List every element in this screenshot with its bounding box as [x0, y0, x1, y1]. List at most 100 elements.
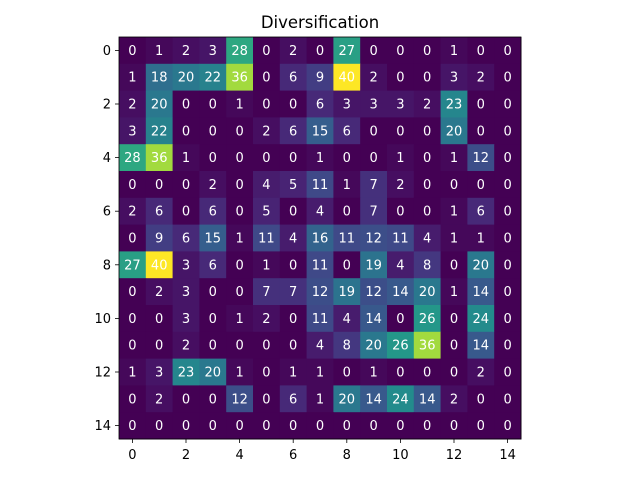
cell-value-label: 14	[419, 392, 436, 407]
cell-value-label: 20	[151, 98, 168, 113]
heatmap-cell	[306, 251, 334, 279]
heatmap-cell	[494, 412, 522, 440]
heatmap-cell	[333, 117, 361, 145]
heatmap-cell	[279, 63, 308, 92]
heatmap-cell	[226, 251, 254, 279]
cell-value-label: 14	[365, 312, 382, 327]
cell-value-label: 0	[262, 71, 270, 86]
heatmap-cell	[172, 90, 200, 118]
heatmap-cell	[467, 90, 495, 118]
heatmap-cell	[199, 63, 227, 92]
heatmap-cell	[279, 224, 308, 252]
cell-value-label: 36	[231, 71, 248, 86]
heatmap-cell	[467, 412, 495, 440]
cell-value-label: 0	[503, 366, 511, 381]
cell-value-label: 12	[365, 285, 382, 300]
cell-value-label: 19	[339, 285, 356, 300]
cell-value-label: 0	[450, 312, 458, 327]
cell-value-label: 3	[209, 44, 217, 59]
cell-value-label: 20	[339, 392, 356, 407]
heatmap-cell	[279, 331, 308, 360]
cell-value-label: 11	[392, 232, 409, 247]
heatmap-cell	[333, 412, 361, 440]
cell-value-label: 8	[423, 258, 431, 273]
heatmap-cell	[279, 251, 308, 279]
heatmap-cell	[226, 412, 254, 440]
cell-value-label: 3	[182, 312, 190, 327]
heatmap-cell	[413, 63, 442, 92]
cell-value-label: 0	[262, 339, 270, 354]
cell-value-label: 0	[396, 71, 404, 86]
cell-value-label: 11	[312, 258, 329, 273]
heatmap-cell	[387, 171, 415, 199]
cell-value-label: 0	[128, 419, 136, 434]
cell-value-label: 1	[182, 151, 190, 166]
cell-value-label: 0	[262, 419, 270, 434]
cell-value-label: 0	[262, 392, 270, 407]
cell-value-label: 1	[316, 366, 324, 381]
cell-value-label: 5	[289, 178, 297, 193]
heatmap-cell	[145, 251, 174, 279]
heatmap-cell	[467, 224, 495, 252]
cell-value-label: 0	[235, 339, 243, 354]
heatmap-cell	[494, 278, 522, 306]
cell-value-label: 0	[450, 258, 458, 273]
heatmap-cell	[333, 171, 361, 199]
heatmap-cell	[333, 37, 361, 65]
heatmap-cell	[253, 305, 281, 333]
heatmap-cell	[226, 224, 254, 252]
cell-value-label: 1	[235, 312, 243, 327]
cell-value-label: 20	[365, 339, 382, 354]
cell-value-label: 4	[316, 339, 324, 354]
cell-value-label: 0	[289, 339, 297, 354]
heatmap-cell	[279, 358, 308, 386]
heatmap-cell	[440, 90, 468, 118]
y-tick-label: 12	[94, 366, 111, 381]
heatmap-cell	[306, 63, 334, 92]
heatmap-cell	[119, 331, 147, 360]
heatmap-cell	[494, 358, 522, 386]
cell-value-label: 1	[450, 151, 458, 166]
cell-value-label: 20	[205, 366, 222, 381]
cell-value-label: 3	[128, 124, 136, 139]
cell-value-label: 0	[128, 232, 136, 247]
heatmap-cell	[440, 224, 468, 252]
cell-value-label: 0	[369, 44, 377, 59]
heatmap-cell	[172, 63, 200, 92]
heatmap-cell	[145, 63, 174, 92]
cell-value-label: 3	[182, 258, 190, 273]
cell-value-label: 2	[477, 366, 485, 381]
heatmap-cell	[360, 117, 388, 145]
cell-value-label: 1	[316, 392, 324, 407]
cell-value-label: 2	[423, 98, 431, 113]
cell-value-label: 0	[423, 151, 431, 166]
cell-value-label: 0	[423, 366, 431, 381]
cell-value-label: 0	[423, 124, 431, 139]
heatmap-cell	[253, 412, 281, 440]
cell-value-label: 0	[235, 178, 243, 193]
heatmap-cell	[360, 171, 388, 199]
cell-value-label: 0	[423, 205, 431, 220]
heatmap-cell	[467, 251, 495, 279]
heatmap-cell	[253, 358, 281, 386]
heatmap-cell	[494, 144, 522, 172]
cell-value-label: 1	[128, 71, 136, 86]
cell-value-label: 1	[155, 44, 163, 59]
cell-value-label: 0	[423, 44, 431, 59]
heatmap-cell	[467, 385, 495, 413]
heatmap-cell	[172, 278, 200, 306]
cell-value-label: 0	[235, 258, 243, 273]
cell-value-label: 20	[178, 71, 195, 86]
heatmap-cell	[306, 117, 334, 145]
heatmap-cell	[199, 331, 227, 360]
cell-value-label: 1	[450, 232, 458, 247]
heatmap-cell	[119, 197, 147, 226]
heatmap-cell	[253, 117, 281, 145]
cell-value-label: 0	[289, 151, 297, 166]
y-tick-label: 4	[103, 151, 111, 166]
cell-value-label: 2	[209, 178, 217, 193]
heatmap-cell	[494, 117, 522, 145]
x-tick-label: 0	[128, 448, 136, 463]
cell-value-label: 2	[289, 44, 297, 59]
heatmap-cell	[360, 385, 388, 413]
